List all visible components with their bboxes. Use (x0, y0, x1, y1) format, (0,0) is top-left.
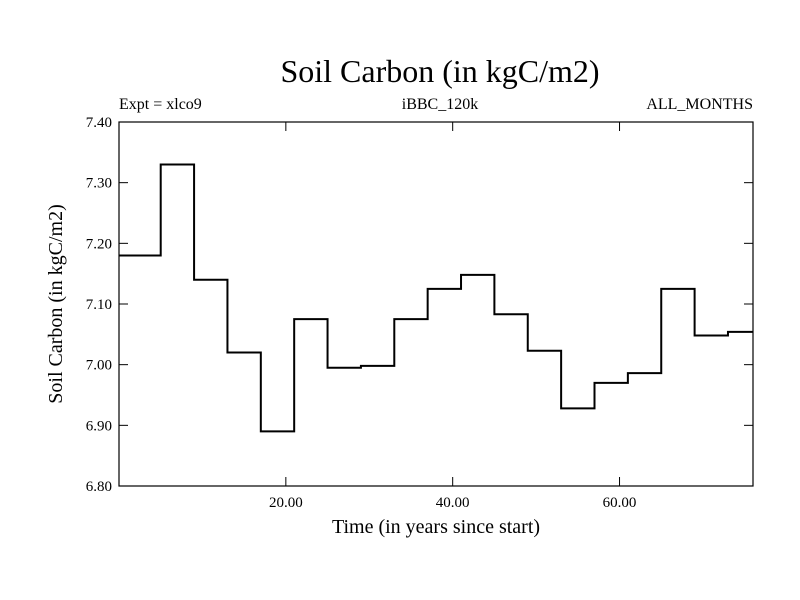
x-tick-label: 40.00 (436, 495, 470, 511)
experiment-label: Expt = xlco9 (119, 96, 202, 113)
y-tick-label: 7.10 (86, 297, 112, 313)
y-tick-label: 7.30 (86, 176, 112, 192)
x-axis: 20.00 40.00 60.00 (269, 122, 636, 511)
x-tick-label: 20.00 (269, 495, 303, 511)
series-line (119, 163, 753, 433)
run-label: iBBC_120k (402, 96, 478, 113)
chart-title: Soil Carbon (in kgC/m2) (280, 53, 599, 89)
y-tick-label: 6.80 (86, 479, 112, 495)
y-tick-label: 7.20 (86, 236, 112, 252)
y-axis: 6.80 6.90 7.00 7.10 7.20 7.30 7.40 (86, 115, 753, 495)
y-tick-label: 7.00 (86, 358, 112, 374)
x-tick-label: 60.00 (603, 495, 637, 511)
x-axis-label: Time (in years since start) (332, 516, 540, 538)
series-layer (119, 163, 753, 433)
plot-frame (118, 121, 754, 487)
y-axis-label: Soil Carbon (in kgC/m2) (45, 204, 67, 403)
months-label: ALL_MONTHS (646, 96, 753, 113)
y-tick-label: 7.40 (86, 115, 112, 131)
y-tick-label: 6.90 (86, 418, 112, 434)
